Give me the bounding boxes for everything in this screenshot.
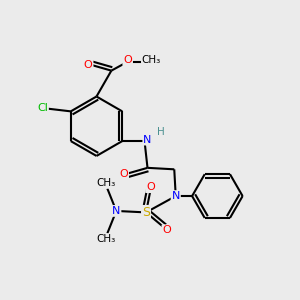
Text: CH₃: CH₃ [96,234,116,244]
Text: N: N [172,191,180,201]
Text: CH₃: CH₃ [142,55,161,65]
Text: N: N [143,135,152,145]
Text: S: S [142,206,150,219]
Text: O: O [146,182,155,192]
Text: CH₃: CH₃ [96,178,116,188]
Text: H: H [157,127,165,137]
Text: O: O [123,55,132,65]
Text: N: N [112,206,121,216]
Text: O: O [162,225,171,235]
Text: O: O [84,60,93,70]
Text: Cl: Cl [37,103,48,113]
Text: O: O [119,169,128,179]
